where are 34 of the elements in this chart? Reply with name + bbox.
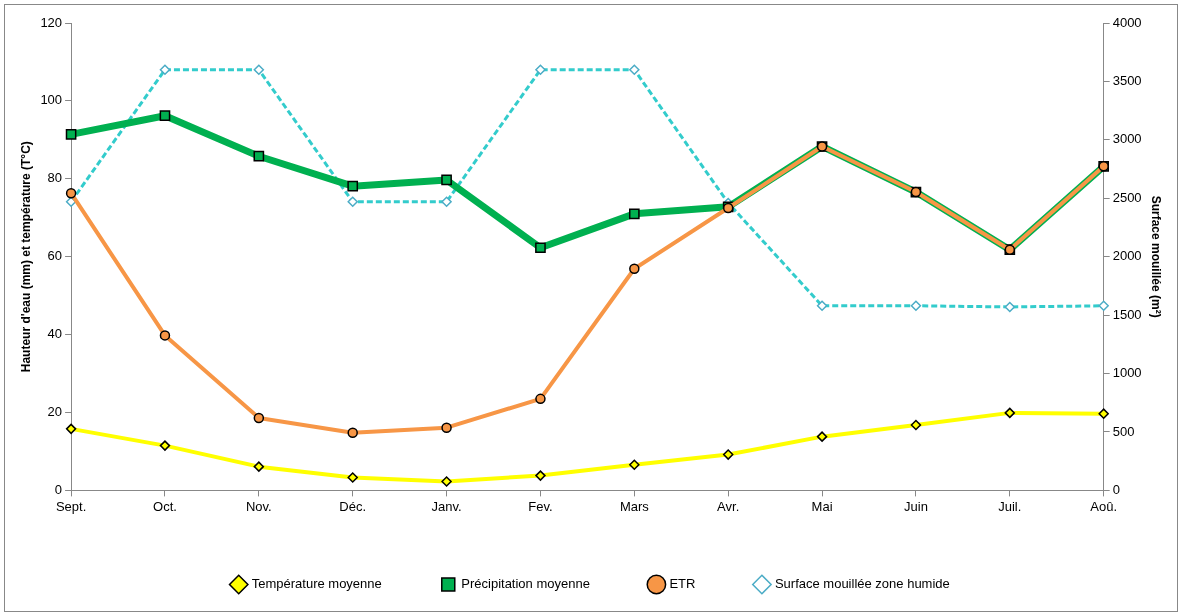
y-tick-label: 0 [54,481,63,497]
y2-tick-label: 0 [1112,481,1120,497]
x-tick-label: Juil. [998,498,1022,514]
x-tick-label: Fev. [528,498,553,514]
x-tick-label: Aoû. [1090,498,1118,514]
x-tick-label: Juin [904,498,928,514]
y-tick-label: 60 [47,248,63,264]
x-tick-label: Avr. [717,498,740,514]
legend-label: Surface mouillée zone humide [774,576,950,592]
y-tick-label: 80 [47,170,63,186]
y2-tick-label: 1000 [1112,365,1142,381]
x-tick-label: Nov. [245,498,272,514]
x-tick-label: Mars [619,498,650,514]
y-axis-title: Hauteur d'eau (mm) et température (T°C) [18,141,33,373]
legend-label: Précipitation moyenne [461,576,590,592]
y-tick-label: 120 [40,14,63,30]
x-tick-label: Mai [811,498,833,514]
y2-axis-title: Surface mouillée (m²) [1149,195,1164,318]
y-tick-label: 20 [47,404,63,420]
y-tick-label: 100 [40,92,63,108]
y2-tick-label: 1500 [1112,306,1142,322]
y-tick-label: 40 [47,326,63,342]
y2-tick-label: 4000 [1112,14,1142,30]
x-tick-label: Sept. [55,498,87,514]
x-tick-label: Déc. [339,498,367,514]
y2-tick-label: 2000 [1112,248,1142,264]
y2-tick-label: 3500 [1112,73,1142,88]
legend-label: ETR [669,576,696,592]
y2-tick-label: 2500 [1112,189,1142,205]
y2-tick-label: 500 [1112,423,1135,439]
legend-label: Température moyenne [251,576,382,592]
x-tick-label: Oct. [153,498,177,514]
x-tick-label: Janv. [431,498,462,514]
y2-tick-label: 3000 [1112,131,1142,147]
